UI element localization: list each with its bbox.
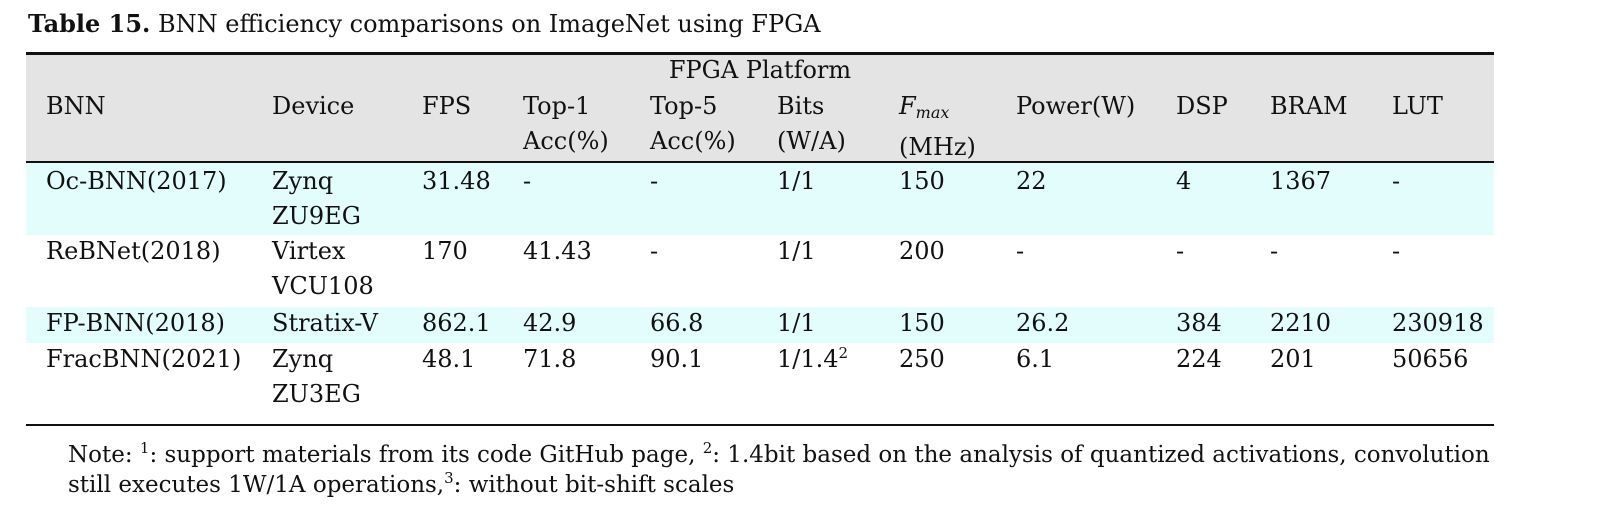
cell-top1: 71.8 xyxy=(523,345,577,373)
cell-top1: 41.43 xyxy=(523,237,592,265)
cell-lut: - xyxy=(1392,167,1401,195)
cell-device: Zynq ZU9EG xyxy=(272,164,361,234)
cell-bnn: FP-BNN(2018) xyxy=(46,309,226,337)
header-fmax-symbol: F xyxy=(899,92,916,120)
cell-device-line1: Zynq xyxy=(272,345,334,373)
group-header-fpga-platform: FPGA Platform xyxy=(668,56,852,84)
cell-bram: 201 xyxy=(1270,345,1316,373)
cell-dsp: 224 xyxy=(1176,345,1222,373)
header-bits: Bits (W/A) xyxy=(777,89,846,159)
cell-fps: 170 xyxy=(422,237,468,265)
note-text-2: : 1.4bit based on the analysis of quanti… xyxy=(712,442,1490,468)
cell-bram: 2210 xyxy=(1270,309,1332,337)
cell-bits: 1/1.42 xyxy=(777,342,848,377)
header-top1: Top-1 Acc(%) xyxy=(523,89,609,159)
cell-bnn: Oc-BNN(2017) xyxy=(46,167,227,195)
cell-fps: 31.48 xyxy=(422,167,491,195)
cell-lut: 230918 xyxy=(1392,309,1484,337)
note-text-1: : support materials from its code GitHub… xyxy=(149,442,703,468)
header-device: Device xyxy=(272,92,355,120)
header-fmax-subscript: max xyxy=(915,103,950,122)
cell-top1: - xyxy=(523,167,532,195)
cell-fmax: 150 xyxy=(899,167,945,195)
cell-bnn: ReBNet(2018) xyxy=(46,237,221,265)
cell-bits-value: 1/1.4 xyxy=(777,345,839,373)
header-bram: BRAM xyxy=(1270,92,1348,120)
header-lut: LUT xyxy=(1392,92,1443,120)
row-highlight-1 xyxy=(26,163,1494,235)
cell-power: 26.2 xyxy=(1016,309,1070,337)
header-fmax-unit: (MHz) xyxy=(899,133,976,161)
cell-fmax: 200 xyxy=(899,237,945,265)
cell-device-line1: Zynq xyxy=(272,167,334,195)
cell-lut: 50656 xyxy=(1392,345,1469,373)
cell-bram: - xyxy=(1270,237,1279,265)
cell-device-line2: ZU3EG xyxy=(272,380,361,408)
row-highlight-3 xyxy=(26,307,1494,343)
cell-device: Virtex VCU108 xyxy=(272,234,374,304)
note-footnote-2: 2 xyxy=(702,439,713,457)
note-footnote-1: 1 xyxy=(139,439,150,457)
cell-fmax: 150 xyxy=(899,309,945,337)
cell-fps: 862.1 xyxy=(422,309,491,337)
cell-top5: - xyxy=(650,237,659,265)
cell-fmax: 250 xyxy=(899,345,945,373)
cell-device-line2: VCU108 xyxy=(272,272,374,300)
cell-bits-footnote: 2 xyxy=(838,344,849,362)
cell-bits: 1/1 xyxy=(777,167,816,195)
note-text-3: still executes 1W/1A operations, xyxy=(68,472,445,498)
cell-dsp: - xyxy=(1176,237,1185,265)
header-top5: Top-5 Acc(%) xyxy=(650,89,736,159)
header-top5-line1: Top-5 xyxy=(650,92,718,120)
header-rule xyxy=(26,161,1494,163)
note-text-4: : without bit-shift scales xyxy=(453,472,735,498)
header-top1-line2: Acc(%) xyxy=(523,127,609,155)
cell-bits: 1/1 xyxy=(777,309,816,337)
note-footnote-3: 3 xyxy=(444,469,454,487)
cell-dsp: 4 xyxy=(1176,167,1192,195)
cell-top5: 66.8 xyxy=(650,309,704,337)
cell-bits: 1/1 xyxy=(777,237,816,265)
top-rule xyxy=(26,52,1494,55)
cell-lut: - xyxy=(1392,237,1401,265)
header-power: Power(W) xyxy=(1016,92,1136,120)
header-bits-line2: (W/A) xyxy=(777,127,846,155)
cell-bram: 1367 xyxy=(1270,167,1332,195)
cell-top1: 42.9 xyxy=(523,309,577,337)
header-fmax: Fmax (MHz) xyxy=(899,89,976,165)
cell-top5: 90.1 xyxy=(650,345,704,373)
table-caption: Table 15. BNN efficiency comparisons on … xyxy=(28,9,821,38)
cell-device: Stratix-V xyxy=(272,309,378,337)
cell-bnn: FracBNN(2021) xyxy=(46,345,242,373)
header-background xyxy=(26,55,1494,161)
header-bnn: BNN xyxy=(46,92,106,120)
cell-device: Zynq ZU3EG xyxy=(272,342,361,412)
header-fps: FPS xyxy=(422,92,472,120)
cell-device-line2: ZU9EG xyxy=(272,202,361,230)
header-top5-line2: Acc(%) xyxy=(650,127,736,155)
cell-top5: - xyxy=(650,167,659,195)
table-label: Table 15. xyxy=(28,9,151,38)
cell-power: 6.1 xyxy=(1016,345,1055,373)
header-top1-line1: Top-1 xyxy=(523,92,591,120)
table-caption-text: BNN efficiency comparisons on ImageNet u… xyxy=(158,10,821,38)
cell-device-line1: Virtex xyxy=(272,237,346,265)
cell-power: 22 xyxy=(1016,167,1047,195)
header-bits-line1: Bits xyxy=(777,92,825,120)
table-note: Note: 1: support materials from its code… xyxy=(68,440,1490,500)
cell-fps: 48.1 xyxy=(422,345,476,373)
cell-dsp: 384 xyxy=(1176,309,1222,337)
cell-power: - xyxy=(1016,237,1025,265)
note-prefix: Note: xyxy=(68,442,140,468)
header-dsp: DSP xyxy=(1176,92,1228,120)
bottom-rule xyxy=(26,424,1494,426)
